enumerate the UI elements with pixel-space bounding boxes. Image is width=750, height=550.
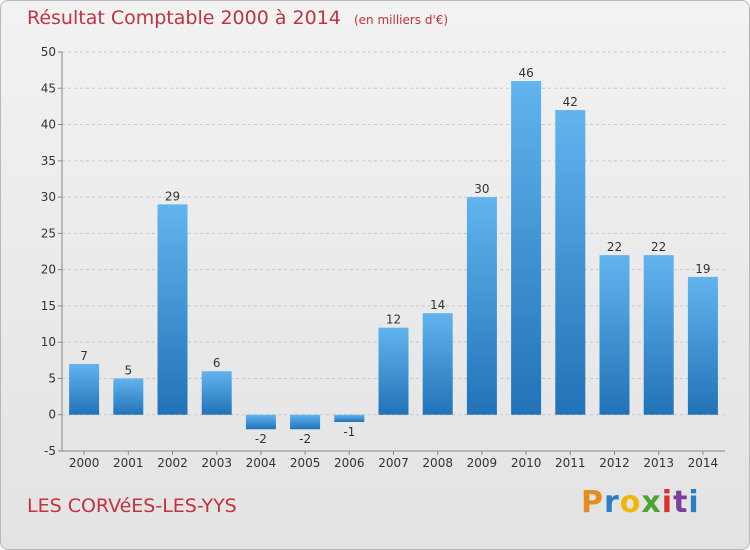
y-tick-label: 35 — [41, 154, 56, 168]
data-label-2003: 6 — [213, 356, 221, 370]
city-name: LES CORVéES-LES-YYS — [27, 495, 237, 517]
data-label-2010: 46 — [518, 66, 533, 80]
x-tick-label-2012: 2012 — [599, 456, 630, 470]
y-tick-label: -5 — [44, 444, 56, 458]
logo-letter: r — [604, 485, 620, 520]
x-tick-label-2011: 2011 — [555, 456, 586, 470]
bar-2003 — [201, 371, 232, 415]
data-label-2002: 29 — [165, 189, 180, 203]
data-label-2005: -2 — [299, 432, 311, 446]
logo-letter: P — [581, 485, 604, 520]
data-label-2013: 22 — [651, 240, 666, 254]
data-label-2012: 22 — [607, 240, 622, 254]
y-tick-label: 50 — [41, 45, 56, 59]
y-tick-label: 30 — [41, 190, 56, 204]
data-label-2007: 12 — [386, 313, 401, 327]
bar-2007 — [378, 327, 409, 415]
x-tick-label-2014: 2014 — [688, 456, 719, 470]
x-tick-label-2003: 2003 — [201, 456, 232, 470]
chart-title-main: Résultat Comptable 2000 à 2014 — [27, 7, 341, 29]
logo-letter: i — [661, 485, 674, 520]
y-tick-label: 15 — [41, 299, 56, 313]
logo-letter: o — [619, 485, 642, 520]
x-tick-label-2004: 2004 — [246, 456, 277, 470]
x-tick-label-2010: 2010 — [511, 456, 542, 470]
bar-2010 — [511, 81, 542, 415]
y-tick-label: 0 — [48, 408, 56, 422]
bar-2001 — [113, 378, 144, 415]
bar-2013 — [643, 255, 674, 415]
proxiti-logo: Proxiti — [581, 485, 700, 520]
bar-2011 — [555, 110, 586, 415]
x-tick-label-2000: 2000 — [69, 456, 100, 470]
chart-title: Résultat Comptable 2000 à 2014 (en milli… — [27, 7, 448, 29]
x-tick-label-2009: 2009 — [467, 456, 498, 470]
data-label-2008: 14 — [430, 298, 445, 312]
bar-2008 — [422, 313, 453, 415]
y-tick-label: 25 — [41, 226, 56, 240]
y-tick-label: 40 — [41, 118, 56, 132]
logo-letter: i — [688, 485, 700, 520]
bar-2014 — [687, 276, 718, 415]
x-tick-label-2007: 2007 — [378, 456, 409, 470]
bar-2006 — [334, 414, 365, 422]
data-label-2009: 30 — [474, 182, 489, 196]
x-tick-label-2002: 2002 — [157, 456, 188, 470]
logo-letter: t — [673, 485, 689, 520]
data-label-2004: -2 — [255, 432, 267, 446]
x-tick-label-2006: 2006 — [334, 456, 365, 470]
logo-letter: x — [641, 485, 662, 520]
chart-title-unit: (en milliers d'€) — [353, 13, 449, 27]
bar-2004 — [245, 414, 276, 430]
bar-2005 — [290, 414, 321, 430]
x-tick-label-2008: 2008 — [422, 456, 453, 470]
data-label-2011: 42 — [563, 95, 578, 109]
data-label-2000: 7 — [80, 349, 88, 363]
y-tick-label: 5 — [48, 371, 56, 385]
bar-2012 — [599, 255, 630, 415]
x-tick-label-2013: 2013 — [643, 456, 674, 470]
bar-2009 — [466, 197, 497, 415]
bar-2002 — [157, 204, 188, 415]
y-tick-label: 45 — [41, 81, 56, 95]
data-label-2001: 5 — [124, 363, 132, 377]
x-tick-label-2005: 2005 — [290, 456, 321, 470]
bar-2000 — [69, 363, 100, 415]
y-tick-label: 10 — [41, 335, 56, 349]
data-label-2014: 19 — [695, 262, 710, 276]
x-tick-label-2001: 2001 — [113, 456, 144, 470]
y-tick-label: 20 — [41, 263, 56, 277]
data-label-2006: -1 — [343, 425, 355, 439]
